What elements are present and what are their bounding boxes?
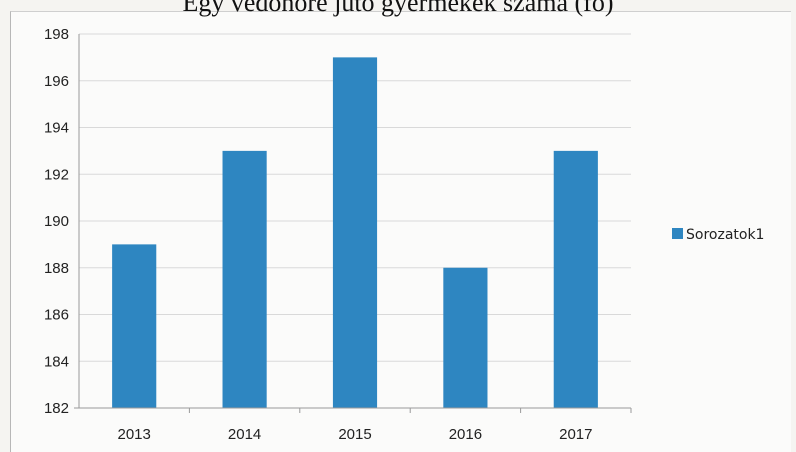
y-tick-label: 196 [44, 73, 69, 90]
y-tick-label: 190 [44, 213, 69, 230]
x-tick-label: 2016 [449, 426, 482, 443]
bar-2017 [553, 150, 598, 408]
bar-2016 [443, 267, 488, 408]
bars [112, 57, 598, 408]
axes [74, 34, 632, 413]
x-tick-label: 2017 [559, 426, 592, 443]
bar-2015 [332, 57, 378, 408]
y-tick-label: 184 [44, 353, 69, 370]
y-tick-label: 186 [44, 307, 69, 324]
x-tick-label: 2015 [338, 426, 371, 443]
y-tick-labels: 182 184 186 188 190 192 194 196 198 [44, 26, 69, 417]
x-tick-label: 2014 [228, 426, 261, 443]
y-tick-label: 194 [44, 120, 69, 137]
chart-title: Egy védőnőre jutó gyermekek száma (fő) [182, 0, 614, 17]
y-tick-label: 192 [44, 166, 69, 183]
x-tick-labels: 2013 2014 2015 2016 2017 [118, 426, 593, 443]
legend-label: Sorozatok1 [686, 227, 764, 243]
bar-2013 [112, 244, 157, 408]
y-tick-label: 182 [44, 400, 69, 417]
y-tick-label: 198 [44, 26, 69, 43]
y-tick-label: 188 [44, 260, 69, 277]
bar-2014 [222, 150, 267, 408]
legend: Sorozatok1 [672, 227, 764, 243]
legend-swatch [672, 228, 683, 239]
x-tick-label: 2013 [118, 426, 151, 443]
